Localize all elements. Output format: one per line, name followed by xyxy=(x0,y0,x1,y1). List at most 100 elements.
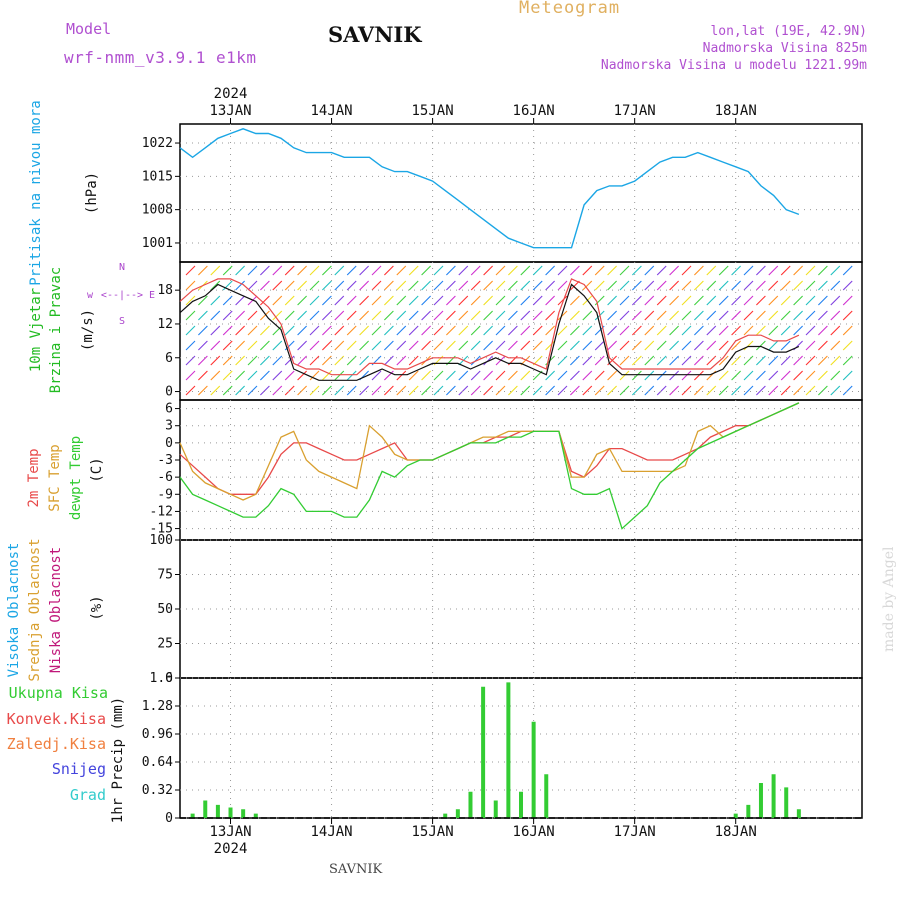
wind-barb xyxy=(384,280,394,291)
precip-bar xyxy=(443,813,448,818)
wind-barb xyxy=(260,385,270,396)
wind-barb xyxy=(198,310,208,321)
wind-barb xyxy=(644,310,655,321)
wind-barb xyxy=(545,265,555,276)
wind-barb xyxy=(756,340,766,351)
wind-barb xyxy=(384,340,394,351)
wind-barb xyxy=(520,295,531,306)
wind-barb xyxy=(619,340,630,351)
wind-barb xyxy=(669,265,679,276)
wind-barb xyxy=(768,325,779,336)
temp-y-tick-label: -6 xyxy=(157,470,173,485)
wind-barb xyxy=(743,295,754,306)
wind-barb xyxy=(235,355,245,366)
wind-barb xyxy=(508,310,518,321)
wind-barb xyxy=(396,295,407,306)
wind-barb xyxy=(483,280,493,291)
wind-barb xyxy=(309,355,320,366)
bottom-day-label: 15JAN xyxy=(412,824,454,840)
wind-barb xyxy=(371,265,382,276)
wind-barb xyxy=(458,325,469,336)
precip-bar xyxy=(253,813,258,818)
cloud-label-mid: Srednja Oblacnost xyxy=(27,538,43,681)
precip-bar xyxy=(241,809,246,818)
wind-barb xyxy=(297,310,307,321)
wind-barb xyxy=(222,310,233,321)
wind-barb xyxy=(260,370,270,381)
wind-barb xyxy=(830,310,841,321)
wind-barb xyxy=(198,355,208,366)
wind-barb xyxy=(334,385,345,396)
wind-barb xyxy=(495,265,506,276)
wind-barb xyxy=(359,310,369,321)
wind-barb xyxy=(656,385,667,396)
wind-barb xyxy=(570,265,580,276)
top-day-label: 16JAN xyxy=(513,103,555,119)
wind-barb xyxy=(260,280,270,291)
precip-bar xyxy=(190,813,195,818)
wind-barb xyxy=(656,265,667,276)
precip-legend-1: Ukupna Kisa xyxy=(9,684,108,702)
wind-barb xyxy=(458,295,469,306)
cloud-y-tick-label: 100 xyxy=(150,533,173,548)
wind-barb xyxy=(594,280,605,291)
wind-barb xyxy=(309,325,320,336)
wind-dir-arrow: <--|--> xyxy=(101,290,143,301)
wind-barb xyxy=(222,265,233,276)
wind-barb xyxy=(260,325,270,336)
wind-barb xyxy=(557,310,568,321)
wind-barb xyxy=(718,370,729,381)
wind-barb xyxy=(768,385,779,396)
wind-barb xyxy=(483,310,493,321)
wind-barb xyxy=(842,370,853,381)
wind-barb xyxy=(557,295,568,306)
wind-barb xyxy=(743,310,754,321)
pressure-line xyxy=(179,128,800,249)
wind-barb xyxy=(185,355,196,366)
wind-barb xyxy=(346,370,357,381)
wind-barb xyxy=(235,310,245,321)
wind-barb xyxy=(284,355,295,366)
wind-barb xyxy=(681,280,692,291)
wind-barb xyxy=(607,385,617,396)
wind-barb xyxy=(743,355,754,366)
wind-barb xyxy=(322,280,332,291)
wind-barb xyxy=(632,340,642,351)
wind-barb xyxy=(210,265,221,276)
wind-barb xyxy=(694,370,704,381)
wind-barb xyxy=(818,340,828,351)
pressure-y-tick-label: 1015 xyxy=(142,169,173,184)
precip-bar xyxy=(758,783,763,818)
bottom-day-label: 13JAN xyxy=(209,824,251,840)
temp-y-tick-label: -3 xyxy=(157,453,173,468)
wind-y-tick-label: 12 xyxy=(157,317,173,332)
precip-y-tick-label: 0.32 xyxy=(142,783,173,798)
wind-barb xyxy=(408,370,419,381)
wind-barb xyxy=(830,295,841,306)
wind-barb xyxy=(458,310,469,321)
wind-barb xyxy=(185,340,196,351)
bottom-day-label: 14JAN xyxy=(310,824,352,840)
wind-barb xyxy=(408,310,419,321)
wind-dir-east: E xyxy=(149,290,155,301)
wind-barb xyxy=(433,340,444,351)
temp-axis-unit: (C) xyxy=(89,457,105,482)
wind-barb xyxy=(656,340,667,351)
precip-bar xyxy=(455,809,460,818)
wind-barb xyxy=(520,340,531,351)
wind-axis-unit: (m/s) xyxy=(80,309,96,351)
wind-barb xyxy=(669,295,679,306)
wind-barb xyxy=(346,325,357,336)
wind-barb xyxy=(322,325,332,336)
wind-barb xyxy=(681,385,692,396)
wind-barb xyxy=(359,355,369,366)
wind-barb xyxy=(210,325,221,336)
wind-barb xyxy=(570,295,580,306)
wind-barb xyxy=(793,295,803,306)
wind-barb xyxy=(185,385,196,396)
wind-barb xyxy=(718,325,729,336)
wind-barb xyxy=(235,280,245,291)
wind-barb xyxy=(433,310,444,321)
